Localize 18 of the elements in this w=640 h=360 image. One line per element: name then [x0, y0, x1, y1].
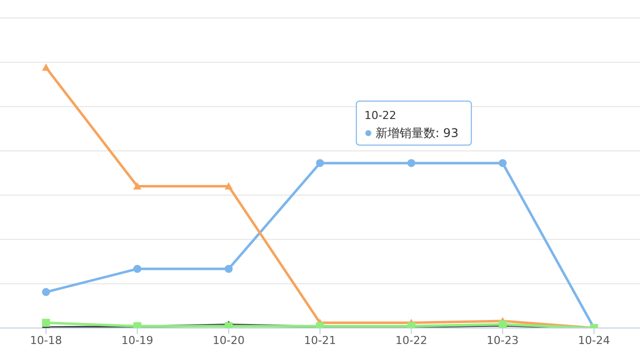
x-tick-label: 10-24 [578, 334, 610, 347]
x-tick-label: 10-19 [121, 334, 154, 347]
point [42, 63, 50, 71]
point [224, 182, 233, 190]
x-tick-label: 10-18 [30, 334, 62, 347]
x-tick-label: 10-21 [304, 334, 336, 347]
point [316, 159, 324, 168]
annotation: 10-22 [364, 109, 396, 122]
point [133, 264, 142, 273]
x-tick-label: 10-23 [486, 334, 519, 347]
annotation: 新增销量数: 93 [375, 126, 458, 140]
point [42, 288, 50, 296]
x-tick-label: 10-22 [395, 334, 428, 347]
point [133, 182, 142, 190]
point [224, 264, 233, 273]
point [498, 159, 507, 168]
point [407, 159, 416, 168]
x-tick-label: 10-20 [212, 334, 245, 347]
